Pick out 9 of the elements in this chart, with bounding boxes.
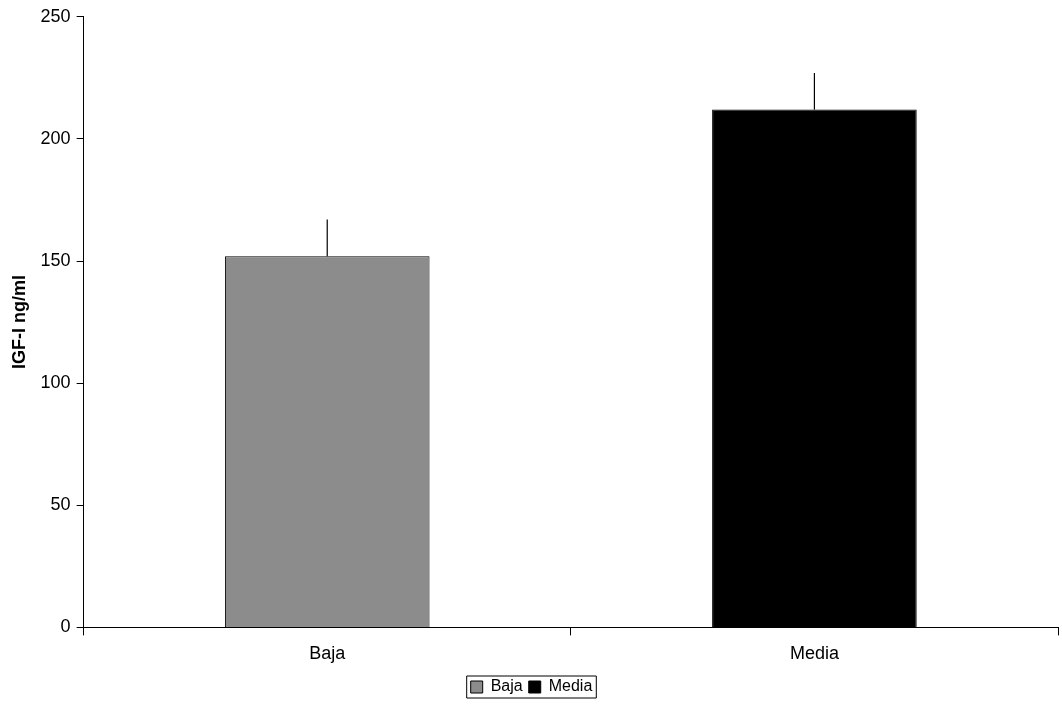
y-tick-label: 50 (50, 494, 71, 515)
y-tick-label: 200 (40, 127, 71, 148)
y-tick-label: 250 (40, 5, 71, 26)
y-tick-label: 0 (60, 616, 71, 637)
y-axis-title: IGF-I ng/ml (8, 275, 29, 370)
y-tick-label: 100 (40, 372, 71, 393)
y-tick-label: 150 (40, 250, 71, 271)
legend-label: Media (548, 677, 593, 695)
legend-label: Baja (490, 677, 523, 695)
